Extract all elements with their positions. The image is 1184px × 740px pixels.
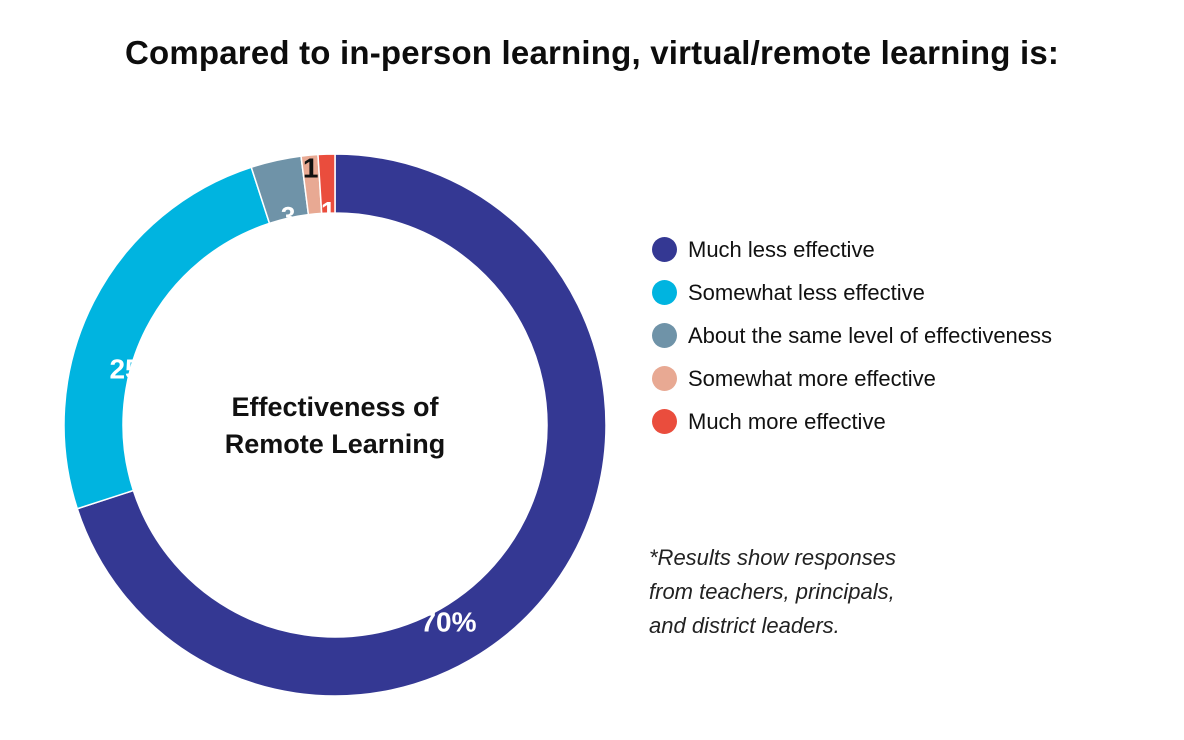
- legend-swatch: [652, 280, 677, 305]
- chart-title: Compared to in-person learning, virtual/…: [124, 34, 1060, 71]
- slice-label: 70%: [420, 607, 476, 638]
- legend-swatch: [652, 323, 677, 348]
- donut-slice: [317, 153, 336, 215]
- slice-label: 1: [321, 196, 335, 226]
- footnote-line: from teachers, principals,: [649, 579, 895, 604]
- footnote-line: and district leaders.: [649, 613, 840, 638]
- legend: Much less effective Somewhat less effect…: [652, 228, 1052, 443]
- legend-label: Much less effective: [688, 236, 875, 262]
- legend-item: Somewhat more effective: [652, 357, 1052, 400]
- legend-swatch: [652, 366, 677, 391]
- legend-label: Somewhat less effective: [688, 279, 925, 305]
- legend-item: Much less effective: [652, 228, 1052, 271]
- slice-label: 3: [281, 201, 295, 231]
- center-label: Remote Learning: [225, 429, 446, 459]
- legend-item: Somewhat less effective: [652, 271, 1052, 314]
- footnote: *Results show responses from teachers, p…: [649, 541, 896, 643]
- legend-swatch: [652, 237, 677, 262]
- legend-label: Much more effective: [688, 408, 886, 434]
- slice-label: 25: [109, 354, 140, 385]
- legend-label: Somewhat more effective: [688, 365, 936, 391]
- legend-swatch: [652, 409, 677, 434]
- legend-label: About the same level of effectiveness: [688, 322, 1053, 348]
- donut-slice: [76, 153, 607, 697]
- center-label: Effectiveness of: [231, 392, 439, 422]
- footnote-line: *Results show responses: [649, 545, 897, 570]
- donut-chart: 70% 25 311 Effectiveness of Remote Learning: [63, 153, 607, 697]
- legend-item: About the same level of effectiveness: [652, 314, 1052, 357]
- legend-item: Much more effective: [652, 400, 1052, 443]
- slice-label: 1: [303, 153, 319, 184]
